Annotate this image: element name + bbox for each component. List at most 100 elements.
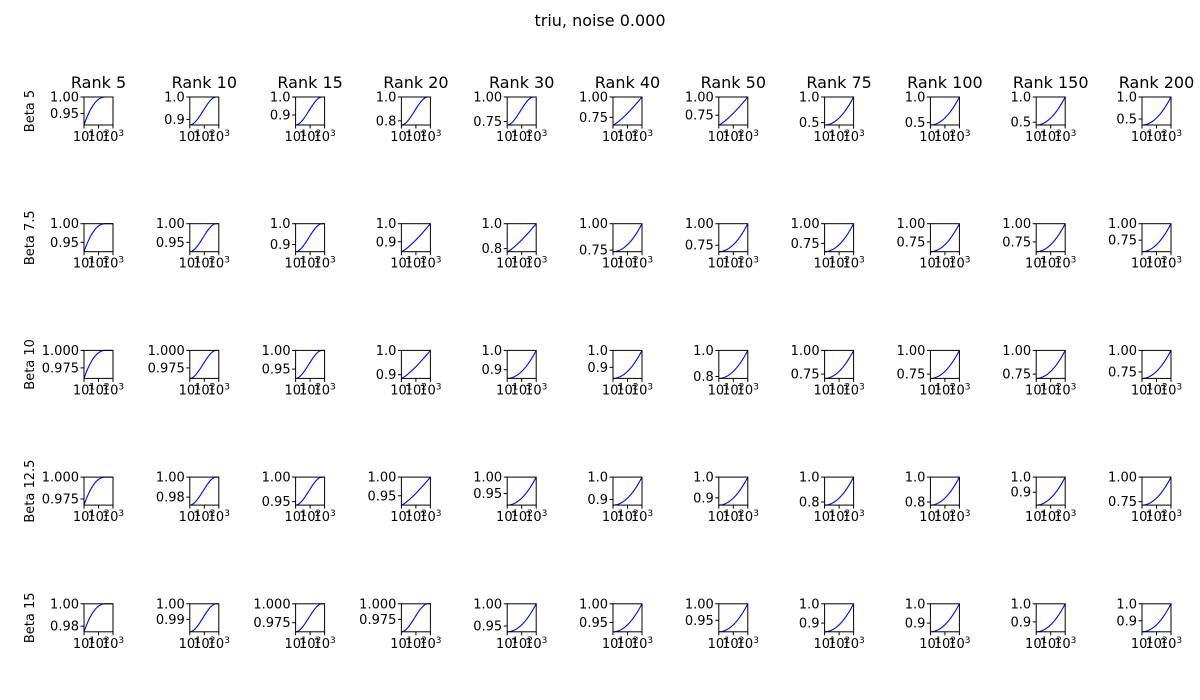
axes-frame [612, 476, 643, 506]
x-tick-exponent: 3 [1071, 636, 1077, 646]
x-tick-base: 10 [602, 637, 619, 652]
x-tick-exponent: 2 [633, 382, 639, 392]
y-tick-label: 0.75 [579, 244, 608, 259]
x-tick-base: 10 [1160, 130, 1177, 145]
series-line [930, 476, 960, 506]
x-tick-label: 101 [284, 256, 306, 272]
x-tick-base: 10 [419, 383, 436, 398]
x-tick-exponent: 1 [407, 509, 413, 519]
x-tick-base: 10 [616, 130, 633, 145]
x-tick-base: 10 [313, 383, 330, 398]
series-line [1036, 603, 1066, 633]
x-tick-exponent: 3 [965, 129, 971, 139]
x-tick-base: 10 [631, 130, 648, 145]
x-tick-exponent: 3 [224, 509, 230, 519]
row-labels: Beta 5 Beta 7.5 Beta 10 Beta 12.5 Beta 15 [23, 90, 38, 643]
y-tick-label: 1.00 [579, 597, 608, 612]
x-tick-label: 102 [1145, 382, 1167, 398]
y-tick-label: 1.0 [270, 91, 291, 106]
y-tick-label: 0.75 [473, 115, 502, 130]
x-tick-label: 101 [390, 382, 412, 398]
x-tick-exponent: 1 [936, 129, 942, 139]
x-tick-base: 10 [496, 510, 513, 525]
x-tick-label: 103 [419, 256, 441, 272]
x-tick-base: 10 [708, 510, 725, 525]
x-tick-base: 10 [934, 257, 951, 272]
x-tick-label: 102 [405, 636, 427, 652]
y-tick-label: 1.0 [1011, 597, 1032, 612]
x-tick-label: 103 [1054, 509, 1076, 525]
x-tick-base: 10 [631, 637, 648, 652]
x-tick-label: 101 [602, 256, 624, 272]
column-title: Rank 200 [1119, 73, 1195, 92]
series-line [1141, 603, 1172, 633]
x-tick-exponent: 1 [195, 509, 201, 519]
series-line [930, 96, 960, 126]
axes-frame [929, 603, 960, 633]
x-tick-base: 10 [737, 257, 754, 272]
axes-frame [83, 603, 114, 633]
axes-frame [83, 349, 114, 379]
x-tick-exponent: 1 [513, 382, 519, 392]
x-tick-label: 103 [737, 256, 759, 272]
x-tick-base: 10 [179, 383, 196, 398]
y-tick-label: 1.00 [473, 471, 502, 486]
y-tick-label: 0.9 [693, 491, 714, 506]
x-tick-label: 101 [1131, 382, 1153, 398]
x-tick-exponent: 1 [618, 636, 624, 646]
x-tick-exponent: 3 [859, 509, 865, 519]
x-tick-exponent: 2 [739, 509, 745, 519]
x-tick-label: 103 [631, 256, 653, 272]
x-tick-exponent: 2 [1162, 256, 1168, 266]
x-tick-base: 10 [934, 510, 951, 525]
x-tick-base: 10 [737, 637, 754, 652]
x-tick-label: 103 [419, 509, 441, 525]
x-tick-exponent: 2 [950, 636, 956, 646]
x-tick-exponent: 3 [1176, 129, 1182, 139]
y-tick-label: 0.5 [1011, 116, 1032, 131]
x-tick-exponent: 3 [330, 256, 336, 266]
x-tick-label: 102 [934, 382, 956, 398]
x-tick-exponent: 3 [118, 509, 124, 519]
axes-frame [1141, 476, 1172, 506]
x-tick-exponent: 3 [859, 636, 865, 646]
x-tick-exponent: 3 [1176, 382, 1182, 392]
x-tick-base: 10 [708, 383, 725, 398]
x-tick-label: 102 [1040, 382, 1062, 398]
y-tick-label: 0.95 [473, 487, 502, 502]
x-tick-base: 10 [299, 637, 316, 652]
x-tick-exponent: 1 [830, 129, 836, 139]
x-tick-base: 10 [737, 510, 754, 525]
x-tick-exponent: 1 [195, 129, 201, 139]
x-tick-base: 10 [616, 510, 633, 525]
series-line [83, 223, 113, 252]
x-tick-label: 102 [193, 256, 215, 272]
x-tick-exponent: 2 [633, 129, 639, 139]
y-tick-label: 1.0 [799, 91, 820, 106]
series-line [1141, 96, 1172, 126]
y-tick-label: 0.75 [1002, 368, 1031, 383]
x-tick-label: 102 [299, 636, 321, 652]
x-tick-label: 102 [87, 509, 109, 525]
series-line [506, 223, 537, 253]
series-line [401, 603, 431, 633]
x-tick-base: 10 [284, 257, 301, 272]
x-tick-label: 102 [722, 636, 744, 652]
x-tick-exponent: 1 [301, 256, 307, 266]
x-tick-label: 101 [708, 509, 730, 525]
axes-frame [400, 349, 431, 379]
x-tick-label: 101 [284, 509, 306, 525]
x-tick-label: 101 [813, 129, 835, 145]
y-tick-label: 1.0 [905, 471, 926, 486]
x-tick-exponent: 2 [527, 382, 533, 392]
x-tick-exponent: 1 [89, 509, 95, 519]
x-tick-label: 101 [708, 636, 730, 652]
x-tick-base: 10 [87, 510, 104, 525]
